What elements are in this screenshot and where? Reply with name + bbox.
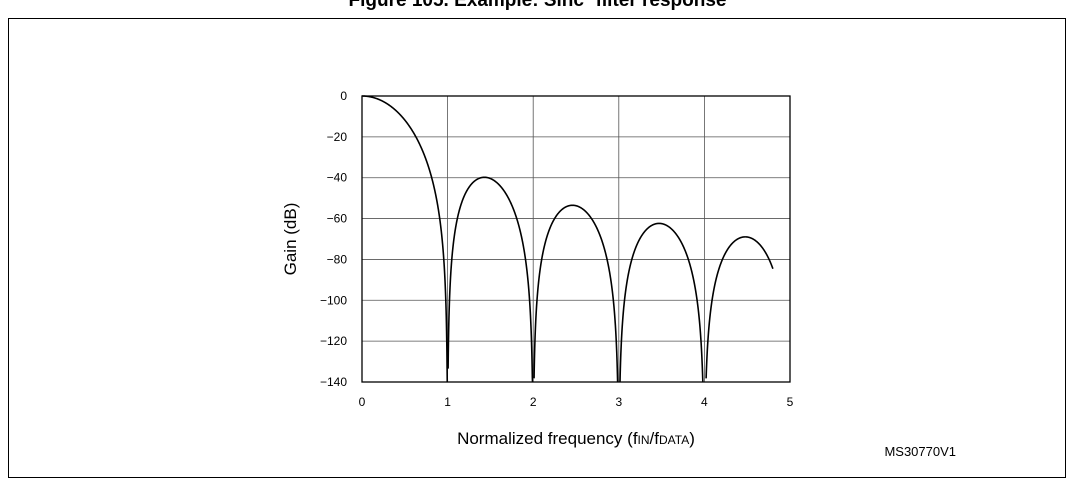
figure-code: MS30770V1: [884, 444, 956, 459]
y-tick-label: −20: [327, 130, 348, 144]
y-tick-label: −60: [327, 212, 348, 226]
x-tick-label: 2: [530, 395, 537, 409]
sinc-filter-chart: 0 −20 −40 −60 −80 −100 −120 −140 0 1 2 3 4 5 Gain (d…: [281, 89, 956, 459]
y-tick-label: 0: [340, 89, 347, 103]
y-tick-label: −140: [320, 375, 347, 389]
x-tick-label: 0: [359, 395, 366, 409]
y-axis-label: Gain (dB): [281, 203, 300, 276]
x-tick-label: 3: [615, 395, 622, 409]
figure-title: Figure 105. Example: Sinc³ filter respon…: [348, 0, 727, 11]
x-axis-ticks: 0 1 2 3 4 5: [359, 395, 794, 409]
x-tick-label: 4: [701, 395, 708, 409]
x-tick-label: 5: [787, 395, 794, 409]
y-tick-label: −100: [320, 293, 347, 307]
grid: [361, 95, 791, 383]
x-axis-label: Normalized frequency (fIN/fDATA): [457, 429, 695, 448]
x-tick-label: 1: [444, 395, 451, 409]
y-tick-label: −120: [320, 334, 347, 348]
plot-area-border: [361, 95, 791, 383]
y-tick-label: −40: [327, 171, 348, 185]
y-axis-ticks: 0 −20 −40 −60 −80 −100 −120 −140: [320, 89, 347, 389]
y-tick-label: −80: [327, 252, 348, 266]
series-line: [362, 95, 774, 383]
